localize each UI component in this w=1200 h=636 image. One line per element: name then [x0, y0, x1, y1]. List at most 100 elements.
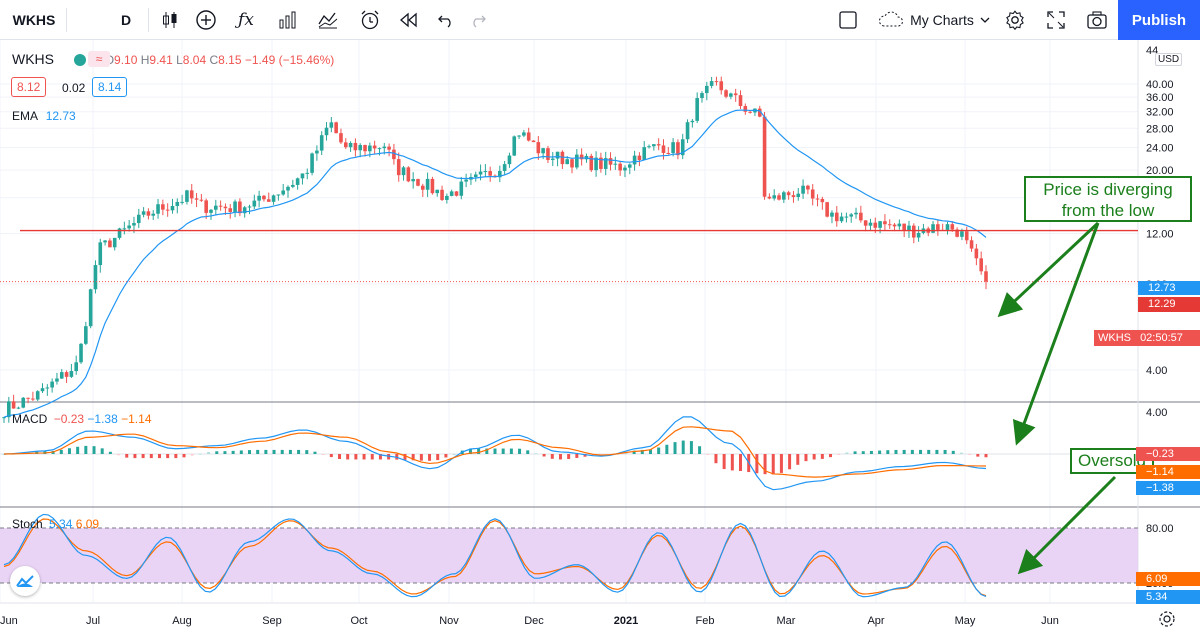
candle-body: [88, 289, 93, 327]
macd-legend: MACD −0.23 −1.38 −1.14: [12, 412, 152, 426]
candle-body: [136, 214, 141, 224]
macd-hist-bar: [796, 454, 800, 465]
time-axis: Jun Jul Aug Sep Oct Nov Dec 2021 Feb Mar Apr May Jun: [0, 615, 1059, 627]
macd-hist-bar: [387, 454, 391, 460]
candle-body: [300, 173, 305, 179]
fullscreen-icon[interactable]: [1042, 0, 1070, 40]
redo-icon[interactable]: [464, 0, 492, 40]
snapshot-icon[interactable]: [1082, 0, 1112, 40]
publish-button[interactable]: Publish: [1118, 0, 1200, 40]
macd-hist-bar: [959, 452, 963, 454]
candle-body: [969, 240, 974, 249]
my-charts-button[interactable]: My Charts: [870, 0, 998, 40]
candle-body: [2, 417, 6, 419]
candle-body: [526, 132, 531, 141]
candle-body: [401, 167, 406, 176]
candle-body: [11, 401, 16, 409]
candle-body: [637, 155, 642, 161]
symbol-search[interactable]: WKHS: [12, 12, 56, 28]
candle-body: [945, 224, 950, 230]
bar-countdown: 02:50:57: [1140, 332, 1183, 344]
replay-icon[interactable]: [392, 0, 424, 40]
macd-hist-bar: [919, 449, 923, 454]
candle-body: [449, 191, 454, 196]
price-tick-label: 28.00: [1146, 123, 1174, 135]
time-tick-label: Aug: [172, 615, 192, 627]
time-tick-label: Jun: [1041, 615, 1059, 627]
annotation-arrow: [997, 221, 1100, 318]
legend-symbol[interactable]: WKHS: [12, 51, 54, 67]
candle-body: [353, 142, 358, 151]
ema-legend: EMA 12.73: [12, 109, 76, 123]
candle-body: [541, 148, 545, 154]
ohlc-high-label: H: [140, 53, 150, 67]
candle-body: [315, 150, 319, 154]
macd-hist-bar: [354, 454, 358, 460]
stoch-d-value: 6.09: [75, 517, 100, 531]
candle-body: [185, 190, 189, 202]
chart-settings-icon[interactable]: [1158, 610, 1176, 633]
macd-hist-bar: [329, 454, 333, 458]
candle-body: [642, 147, 647, 161]
candle-body: [575, 154, 579, 168]
macd-line: [3, 416, 987, 491]
candle-body: [897, 223, 902, 227]
candle-body: [35, 391, 40, 400]
templates-icon[interactable]: [312, 0, 344, 40]
candle-body: [589, 155, 594, 171]
candle-body: [839, 216, 844, 222]
candle-body: [45, 387, 50, 389]
candle-body: [252, 200, 257, 207]
financials-icon[interactable]: [272, 0, 304, 40]
candle-body: [709, 81, 714, 86]
candle-body: [396, 159, 401, 176]
macd-hist-bar: [673, 442, 677, 454]
time-tick-label: Apr: [867, 615, 884, 627]
macd-hist-bar: [338, 454, 342, 459]
chart-canvas[interactable]: 4.008.0012.0016.0020.0024.0028.0032.0036…: [0, 40, 1200, 636]
candle-body: [98, 242, 103, 266]
time-tick-label: Jun: [0, 615, 18, 627]
stoch-k-label: 5.34: [1136, 590, 1200, 604]
price-axis: 4.008.0012.0016.0020.0024.0028.0032.0036…: [1146, 45, 1174, 590]
indicators-icon[interactable]: ƒx: [238, 10, 254, 30]
candles-icon[interactable]: [154, 0, 186, 40]
ohlc-low: 8.04: [182, 53, 207, 67]
time-tick-label: May: [955, 615, 976, 627]
logo-icon[interactable]: [10, 566, 40, 596]
candle-body: [666, 152, 671, 154]
candle-body: [555, 151, 560, 159]
macd-hist-bar: [411, 454, 415, 461]
interval-button[interactable]: D: [120, 12, 132, 28]
candle-body: [834, 212, 839, 222]
candle-body: [517, 135, 521, 137]
candle-body: [613, 163, 618, 165]
macd-hist-bar: [182, 454, 186, 458]
ask-box[interactable]: 8.14: [92, 77, 128, 97]
macd-hist-bar: [910, 449, 914, 454]
candle-body: [565, 159, 570, 165]
currency-label[interactable]: USD: [1155, 53, 1183, 66]
candle-body: [507, 155, 512, 165]
add-compare-icon[interactable]: [190, 0, 222, 40]
candle-body: [194, 198, 199, 200]
layout-icon[interactable]: [834, 0, 862, 40]
macd-hist-bar: [264, 449, 268, 454]
candle-body: [180, 201, 184, 203]
stoch-d-line: [3, 518, 987, 597]
settings-icon[interactable]: [1000, 0, 1030, 40]
candle-body: [502, 164, 507, 171]
candle-body: [579, 154, 584, 160]
candle-body: [719, 81, 724, 91]
candle-body: [656, 144, 661, 146]
candle-body: [772, 195, 776, 199]
alert-icon[interactable]: [354, 0, 386, 40]
candle-body: [425, 178, 430, 190]
candle-body: [324, 127, 329, 136]
macd-hist-bar: [689, 441, 693, 454]
macd-hist-bar: [648, 449, 652, 454]
macd-hist-bar: [67, 448, 71, 454]
undo-icon[interactable]: [432, 0, 460, 40]
bid-box[interactable]: 8.12: [11, 77, 47, 97]
macd-hist-bar: [550, 454, 554, 459]
